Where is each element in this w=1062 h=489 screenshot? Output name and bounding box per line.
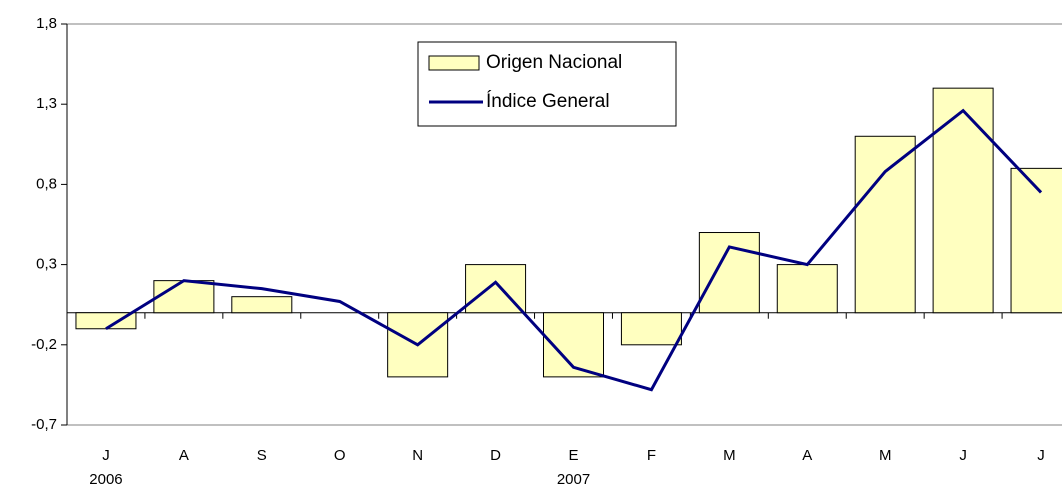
bar [698, 232, 760, 314]
bar [75, 312, 137, 330]
bar [854, 135, 916, 314]
x-tick-label: A [802, 447, 812, 464]
y-tick-label: -0,7 [31, 416, 57, 433]
bar [153, 280, 215, 314]
bar [932, 87, 994, 314]
x-tick-label: M [879, 447, 892, 464]
bar [620, 312, 682, 346]
legend-label: Origen Nacional [486, 52, 622, 73]
x-tick-label: E [568, 447, 578, 464]
y-tick-label: 1,3 [36, 95, 57, 112]
x-tick-label: O [334, 447, 346, 464]
y-tick-label: 0,8 [36, 175, 57, 192]
x-tick-label: S [257, 447, 267, 464]
y-tick-label: 1,8 [36, 15, 57, 32]
x-tick-label: N [412, 447, 423, 464]
x-group-label: 2006 [89, 471, 122, 488]
bar [776, 264, 838, 314]
x-tick-label: F [647, 447, 656, 464]
x-tick-label: J [102, 447, 110, 464]
x-tick-label: D [490, 447, 501, 464]
x-tick-label: J [1037, 447, 1045, 464]
bar [231, 296, 293, 314]
line [105, 108, 1043, 392]
x-tick-label: J [959, 447, 967, 464]
x-tick-label: A [179, 447, 189, 464]
x-group-label: 2007 [557, 471, 590, 488]
x-tick-label: M [723, 447, 736, 464]
y-tick-label: -0,2 [31, 336, 57, 353]
bar [1010, 167, 1062, 314]
legend-label: Índice General [486, 91, 610, 112]
y-tick-label: 0,3 [36, 256, 57, 273]
legend-swatch [428, 55, 480, 71]
